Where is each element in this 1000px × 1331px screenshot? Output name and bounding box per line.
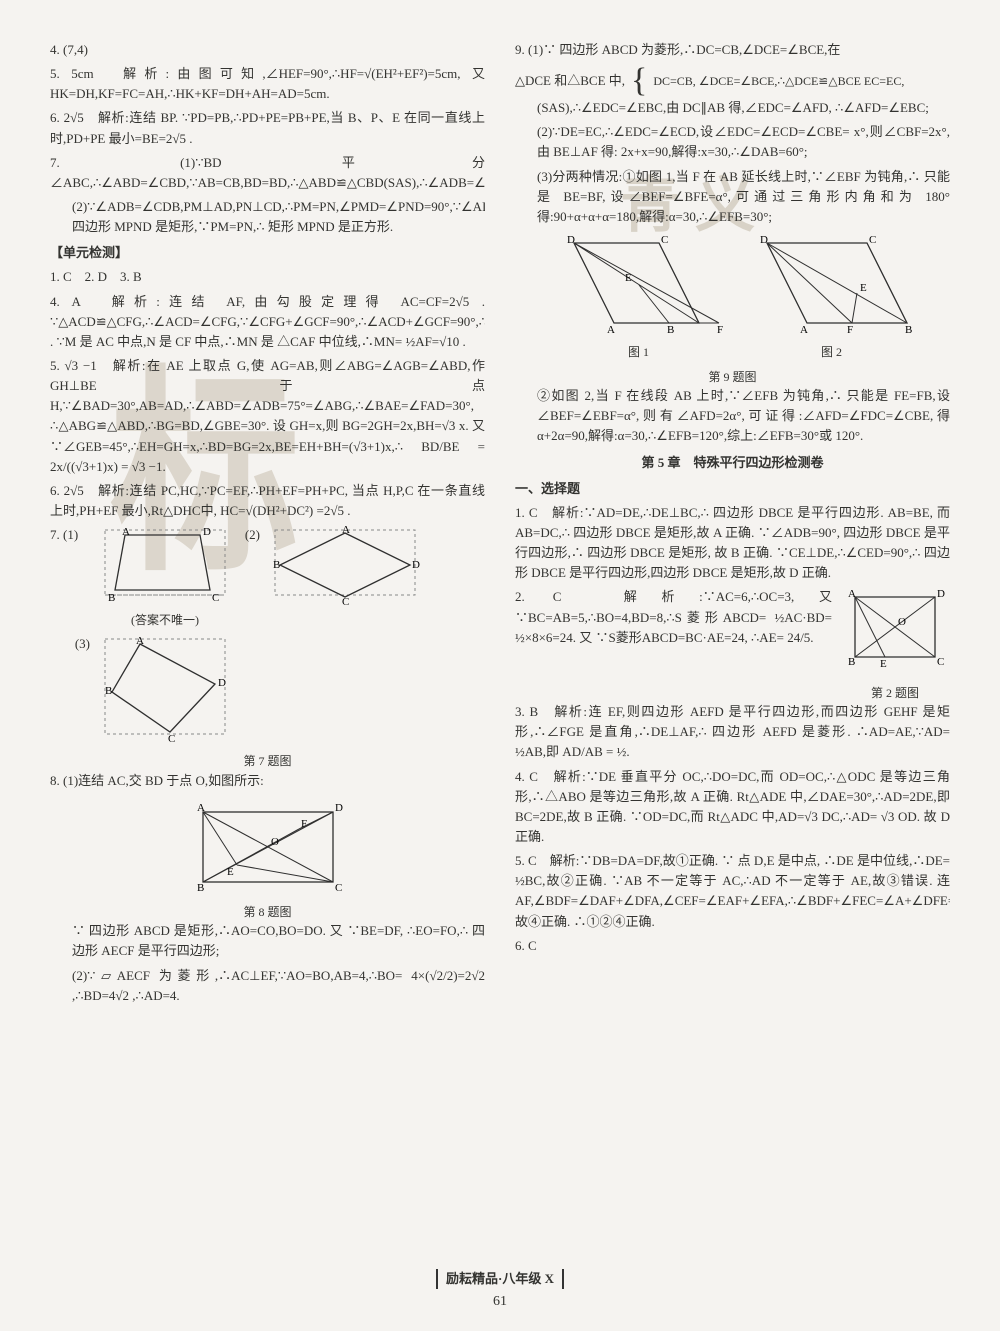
- svg-text:E: E: [625, 272, 632, 284]
- svg-text:F: F: [847, 324, 853, 336]
- item-6: 6. 2√5 解析:连结 BP. ∵PD=PB,∴PD+PE=PB+PE,当 B…: [50, 108, 485, 148]
- svg-text:C: C: [869, 234, 876, 246]
- svg-text:F: F: [717, 324, 723, 336]
- svg-text:A: A: [136, 635, 144, 647]
- fig8: A D B C E F O: [50, 797, 485, 897]
- u-4: 4. A 解析:连结 AF,由勾股定理得 AC=CF=2√5 . ∵△ACD≌△…: [50, 292, 485, 352]
- unit-test-head: 【单元检测】: [50, 243, 485, 263]
- svg-text:A: A: [342, 525, 350, 536]
- u-5: 5. √3 −1 解析:在 AE 上取点 G,使 AG=AB,则∠ABG=∠AG…: [50, 356, 485, 477]
- svg-text:A: A: [607, 324, 615, 336]
- r9a: 9. (1)∵ 四边形 ABCD 为菱形,∴DC=CB,∠DCE=∠BCE,在: [515, 40, 950, 60]
- r9a-brace: DC=CB, ∠DCE=∠BCE,∴△DCE≌△BCE EC=EC,: [653, 74, 904, 88]
- fig7-2: A B C D: [270, 525, 420, 611]
- q2-row: 2. C 解析:∵AC=6,∴OC=3,又 ∵BC=AB=5,∴BO=4,BD=…: [515, 587, 950, 702]
- svg-text:O: O: [271, 836, 279, 848]
- u-6: 6. 2√5 解析:连结 PC,HC,∵PC=EF,∴PH+EF=PH+PC, …: [50, 481, 485, 521]
- u8b: ∵ 四边形 ABCD 是矩形,∴AO=CO,BO=DO. 又 ∵BE=DF, ∴…: [50, 921, 485, 961]
- q2: 2. C 解析:∵AC=6,∴OC=3,又 ∵BC=AB=5,∴BO=4,BD=…: [515, 587, 832, 647]
- svg-text:E: E: [227, 866, 234, 878]
- svg-text:B: B: [667, 324, 674, 336]
- u7-label: 7. (1): [50, 525, 90, 545]
- item-7b: (2)∵∠ADB=∠CDB,PM⊥AD,PN⊥CD,∴PM=PN,∠PMD=∠P…: [50, 197, 485, 237]
- svg-text:E: E: [880, 658, 887, 670]
- u8a: 8. (1)连结 AC,交 BD 于点 O,如图所示:: [50, 771, 485, 791]
- q5: 5. C 解析:∵DB=DA=DF,故①正确. ∵ 点 D,E 是中点, ∴DE…: [515, 851, 950, 932]
- svg-text:B: B: [108, 592, 115, 604]
- q4: 4. C 解析:∵DE 垂直平分 OC,∴DO=DC,而 OD=OC,∴△ODC…: [515, 767, 950, 848]
- svg-text:C: C: [335, 882, 342, 894]
- item-7a: 7. (1)∵BD 平分 ∠ABC,∴∠ABD=∠CBD,∵AB=CB,BD=B…: [50, 153, 485, 193]
- svg-text:D: D: [218, 677, 226, 689]
- brace-icon: {: [631, 64, 647, 98]
- q6: 6. C: [515, 936, 950, 956]
- svg-text:O: O: [898, 616, 906, 628]
- fig2: A D B C E O 第 2 题图: [840, 587, 950, 702]
- svg-text:A: A: [800, 324, 808, 336]
- u8c: (2)∵▱AECF 为菱形,∴AC⊥EF,∵AO=BO,AB=4,∴BO= 4×…: [50, 966, 485, 1006]
- u7-2-label: (2): [240, 525, 260, 545]
- svg-text:D: D: [937, 588, 945, 600]
- svg-text:C: C: [342, 596, 349, 605]
- fig7-1-note: (答案不唯一): [100, 611, 230, 630]
- page-number: 61: [0, 1291, 1000, 1313]
- fig9-sub1: 图 1: [549, 343, 729, 362]
- fig9-caption: 第 9 题图: [515, 368, 950, 387]
- q3: 3. B 解析:连 EF,则四边形 AEFD 是平行四边形,而四边形 GEHF …: [515, 702, 950, 762]
- u7-figures: 7. (1) A D B C (答案不唯一) (2): [50, 525, 485, 770]
- r9b: (2)∵DE=EC,∴∠EDC=∠ECD,设∠EDC=∠ECD=∠CBE= x°…: [515, 122, 950, 162]
- svg-text:D: D: [335, 802, 343, 814]
- col-right: 9. (1)∵ 四边形 ABCD 为菱形,∴DC=CB,∠DCE=∠BCE,在 …: [515, 40, 950, 1240]
- svg-text:D: D: [412, 559, 420, 571]
- svg-text:C: C: [937, 656, 944, 668]
- q1: 1. C 解析:∵AD=DE,∴DE⊥BC,∴ 四边形 DBCE 是平行四边形.…: [515, 503, 950, 584]
- r9c: (3)分两种情况:①如图 1,当 F 在 AB 延长线上时,∵∠EBF 为钝角,…: [515, 167, 950, 227]
- item-4: 4. (7,4): [50, 40, 485, 60]
- chapter5-head: 第 5 章 特殊平行四边形检测卷: [515, 453, 950, 473]
- svg-text:F: F: [301, 818, 307, 830]
- page-footer: 励耘精品·八年级 X 61: [0, 1269, 1000, 1313]
- svg-text:C: C: [168, 733, 175, 744]
- fig2-caption: 第 2 题图: [840, 684, 950, 703]
- fig7-caption: 第 7 题图: [50, 752, 485, 771]
- fig9-sub2: 图 2: [747, 343, 917, 362]
- fig9: D C A B F E 图 1 D C A B: [515, 233, 950, 362]
- svg-text:B: B: [105, 685, 112, 697]
- fig7-1: A D B C (答案不唯一): [100, 525, 230, 630]
- svg-text:A: A: [122, 526, 130, 538]
- fig8-caption: 第 8 题图: [50, 903, 485, 922]
- fig7-3: A B C D: [100, 634, 230, 750]
- r9a2: △DCE 和△BCE 中,: [515, 71, 625, 91]
- svg-text:D: D: [760, 234, 768, 246]
- svg-text:E: E: [860, 282, 867, 294]
- svg-text:B: B: [848, 656, 855, 668]
- section1-head: 一、选择题: [515, 479, 950, 499]
- svg-text:B: B: [197, 882, 204, 894]
- svg-text:B: B: [905, 324, 912, 336]
- r9d: ②如图 2,当 F 在线段 AB 上时,∵∠EFB 为钝角,∴ 只能是 FE=F…: [515, 386, 950, 446]
- r9a-brace-row: △DCE 和△BCE 中, { DC=CB, ∠DCE=∠BCE,∴△DCE≌△…: [515, 64, 950, 98]
- svg-text:D: D: [567, 234, 575, 246]
- r9a3: (SAS),∴∠EDC=∠EBC,由 DC∥AB 得,∠EDC=∠AFD, ∴∠…: [515, 98, 950, 118]
- svg-text:A: A: [197, 802, 205, 814]
- col-left: 4. (7,4) 5. 5cm 解析:由图可知,∠HEF=90°,∴HF=√(E…: [50, 40, 485, 1240]
- svg-text:D: D: [203, 526, 211, 538]
- svg-text:C: C: [212, 592, 219, 604]
- svg-text:C: C: [661, 234, 668, 246]
- u7-3-label: (3): [50, 634, 90, 654]
- footer-title: 励耘精品·八年级 X: [436, 1269, 564, 1289]
- svg-text:A: A: [848, 588, 856, 600]
- item-5: 5. 5cm 解析:由图可知,∠HEF=90°,∴HF=√(EH²+EF²)=5…: [50, 64, 485, 104]
- svg-text:B: B: [273, 559, 280, 571]
- u-1-3: 1. C 2. D 3. B: [50, 267, 485, 287]
- two-column-layout: 4. (7,4) 5. 5cm 解析:由图可知,∠HEF=90°,∴HF=√(E…: [50, 40, 950, 1240]
